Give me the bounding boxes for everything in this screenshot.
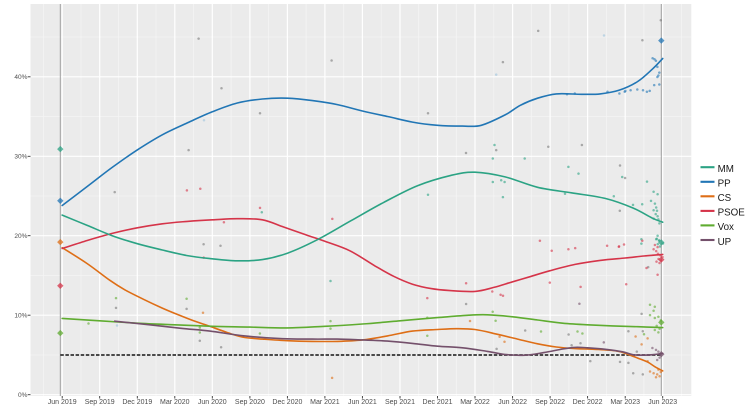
svg-text:Mar 2023: Mar 2023	[610, 399, 640, 406]
svg-text:Vox: Vox	[718, 222, 734, 233]
svg-text:0%: 0%	[18, 392, 28, 399]
svg-text:Jun 2021: Jun 2021	[348, 399, 377, 406]
svg-text:30%: 30%	[14, 154, 27, 161]
svg-text:20%: 20%	[14, 233, 27, 240]
svg-text:PSOE: PSOE	[718, 208, 746, 219]
svg-text:Mar 2022: Mar 2022	[460, 399, 490, 406]
svg-text:Sep 2021: Sep 2021	[385, 399, 415, 406]
svg-text:UP: UP	[718, 237, 732, 248]
svg-text:Jun 2020: Jun 2020	[198, 399, 227, 406]
svg-text:Dec 2019: Dec 2019	[122, 399, 152, 406]
svg-text:Sep 2019: Sep 2019	[85, 399, 115, 406]
svg-text:CS: CS	[718, 193, 732, 204]
svg-text:Sep 2020: Sep 2020	[235, 399, 265, 406]
svg-text:MM: MM	[718, 164, 734, 175]
svg-text:Dec 2020: Dec 2020	[272, 399, 302, 406]
svg-text:10%: 10%	[14, 313, 27, 320]
svg-text:PP: PP	[718, 179, 732, 190]
svg-text:Jun 2022: Jun 2022	[498, 399, 527, 406]
svg-text:Jun 2023: Jun 2023	[648, 399, 677, 406]
svg-text:Jun 2019: Jun 2019	[48, 399, 77, 406]
svg-text:Dec 2022: Dec 2022	[573, 399, 603, 406]
svg-text:Mar 2020: Mar 2020	[160, 399, 190, 406]
svg-text:Dec 2021: Dec 2021	[423, 399, 453, 406]
svg-text:40%: 40%	[14, 74, 27, 81]
svg-text:Sep 2022: Sep 2022	[535, 399, 565, 406]
svg-text:Mar 2021: Mar 2021	[310, 399, 340, 406]
